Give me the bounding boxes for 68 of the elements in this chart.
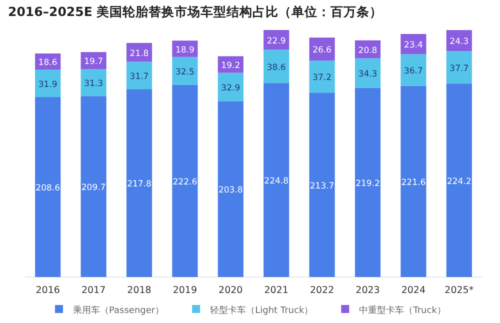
bar — [80, 96, 106, 277]
bar — [218, 56, 244, 73]
data-label: 31.3 — [84, 79, 104, 90]
bar — [80, 69, 106, 96]
bar — [400, 86, 426, 277]
data-label: 32.5 — [175, 67, 194, 78]
x-tick-label: 2018 — [127, 285, 152, 296]
bar — [309, 38, 335, 61]
data-label: 37.7 — [450, 64, 469, 74]
legend-label: 轻型卡车（Light Truck） — [210, 305, 314, 316]
data-label: 38.6 — [266, 62, 286, 73]
data-label: 221.6 — [401, 178, 426, 188]
bar — [354, 58, 381, 88]
bar — [218, 72, 244, 102]
bar — [309, 92, 335, 277]
bar — [264, 83, 290, 277]
x-tick-label: 2022 — [310, 285, 334, 296]
x-tick-label: 2020 — [218, 285, 243, 296]
data-label: 224.8 — [264, 176, 289, 187]
x-tick-label: 2023 — [356, 285, 380, 296]
data-label: 26.6 — [312, 46, 332, 56]
x-tick-label: 2024 — [401, 285, 426, 296]
data-label: 34.3 — [358, 70, 378, 80]
data-label: 19.7 — [84, 57, 104, 68]
x-tick-label: 2016 — [36, 285, 60, 296]
bar — [354, 88, 381, 277]
data-label: 20.8 — [358, 46, 378, 56]
bar — [446, 84, 472, 277]
bar — [126, 62, 152, 90]
data-label: 224.2 — [446, 176, 472, 187]
bar — [400, 54, 426, 86]
bar — [126, 89, 152, 277]
data-label: 219.2 — [356, 178, 380, 189]
data-label: 217.8 — [127, 180, 152, 190]
data-label: 18.6 — [38, 58, 58, 68]
bar — [172, 84, 198, 277]
legend-label: 乘用车（Passenger） — [73, 305, 164, 316]
data-label: 21.8 — [130, 48, 149, 59]
bar — [446, 30, 472, 52]
legend-label: 中重型卡车（Truck） — [359, 305, 446, 316]
data-label: 213.7 — [310, 181, 334, 192]
data-label: 208.6 — [36, 184, 60, 194]
bar — [446, 51, 472, 84]
x-tick-label: 2017 — [81, 285, 106, 296]
data-label: 22.9 — [266, 36, 286, 46]
chart-title: 2016–2025E 美国轮胎替换市场车型结构占比（单位：百万条） — [8, 4, 383, 19]
data-label: 19.2 — [221, 61, 240, 72]
data-label: 18.9 — [175, 45, 194, 56]
data-label: 222.6 — [172, 177, 198, 188]
data-label: 24.3 — [450, 37, 469, 48]
data-label: 36.7 — [404, 66, 423, 76]
data-label: 23.4 — [404, 40, 423, 51]
data-label: 209.7 — [81, 183, 106, 194]
bar — [309, 60, 335, 93]
bar — [264, 30, 290, 50]
bar — [218, 101, 244, 277]
x-tick-label: 2019 — [172, 285, 198, 296]
bar — [172, 56, 198, 85]
data-label: 31.7 — [130, 72, 149, 82]
data-label: 32.9 — [221, 83, 240, 94]
data-label: 203.8 — [218, 186, 243, 196]
bar — [35, 70, 61, 98]
x-tick-label: 2021 — [264, 285, 288, 296]
data-label: 31.9 — [38, 80, 58, 90]
data-label: 37.2 — [312, 73, 332, 84]
bar — [264, 50, 290, 84]
bar — [35, 97, 61, 277]
x-tick-label: 2025* — [444, 285, 474, 296]
